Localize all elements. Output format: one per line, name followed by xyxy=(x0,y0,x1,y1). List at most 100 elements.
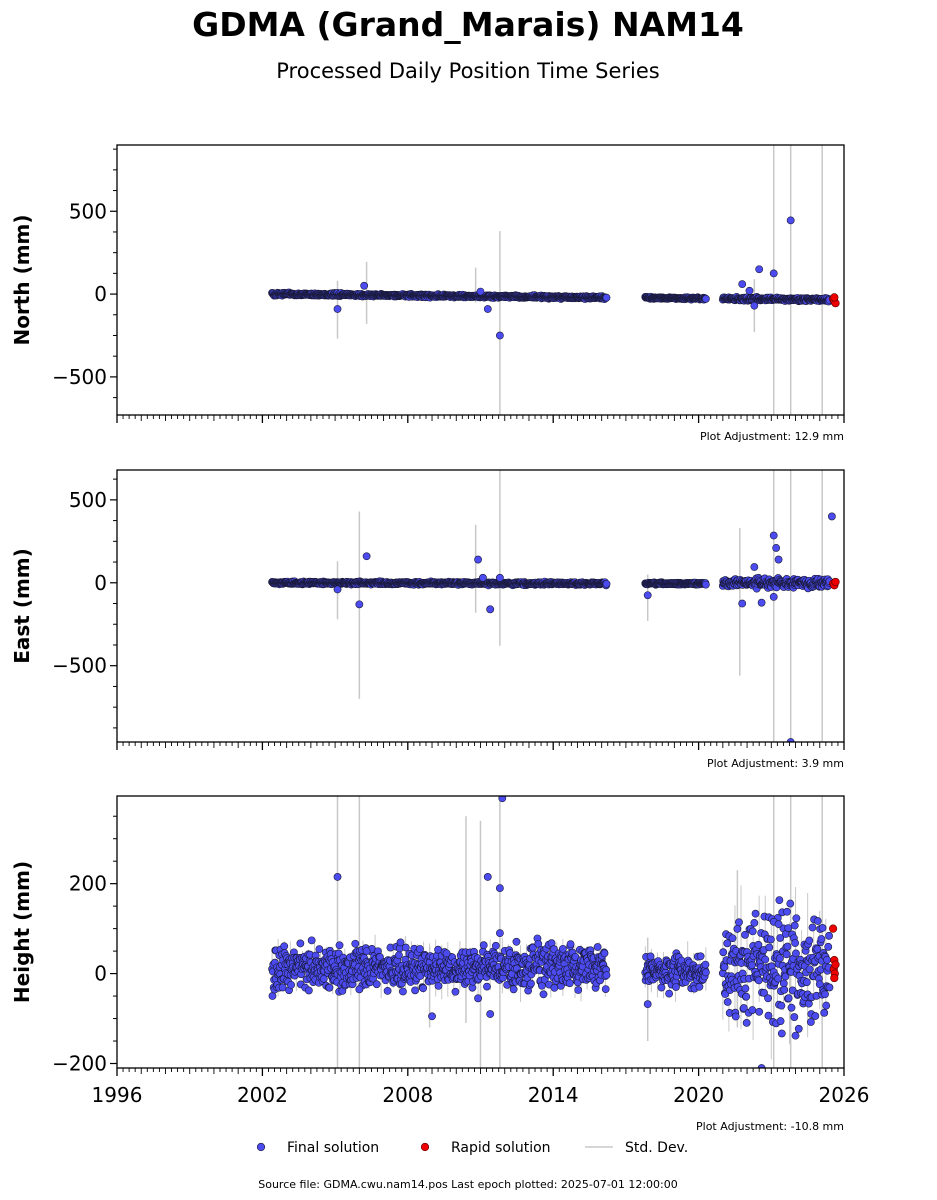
final-point xyxy=(802,978,811,987)
final-point xyxy=(483,982,491,991)
final-point xyxy=(794,1024,803,1033)
x-tick-label: 2020 xyxy=(673,1083,724,1107)
final-point xyxy=(783,907,791,916)
final-point xyxy=(376,953,384,961)
legend-label: Rapid solution xyxy=(451,1140,551,1156)
final-point xyxy=(820,1008,829,1017)
final-point xyxy=(741,984,750,993)
final-point xyxy=(748,927,757,936)
final-point xyxy=(784,924,793,932)
final-point xyxy=(558,944,567,953)
final-point xyxy=(825,983,834,992)
final-point xyxy=(474,555,482,564)
final-point xyxy=(776,1017,785,1025)
final-point xyxy=(696,952,705,961)
final-point xyxy=(755,265,764,274)
final-point xyxy=(362,947,371,956)
final-point xyxy=(792,949,800,958)
rapid-point xyxy=(830,973,839,983)
final-point xyxy=(775,954,784,963)
final-point xyxy=(755,1007,764,1016)
final-point xyxy=(566,940,575,949)
final-point xyxy=(325,983,334,992)
final-point xyxy=(731,1012,740,1021)
final-point xyxy=(495,929,504,938)
chart-subtitle: Processed Daily Position Time Series xyxy=(276,59,660,83)
final-point xyxy=(498,796,507,803)
final-point xyxy=(808,923,817,932)
final-point xyxy=(766,935,775,944)
plot-adjustment-note: Plot Adjustment: 12.9 mm xyxy=(700,430,844,443)
final-point xyxy=(550,983,559,992)
final-point xyxy=(643,1000,652,1009)
final-point xyxy=(748,1006,757,1014)
plot-area xyxy=(268,145,840,415)
final-point xyxy=(278,983,287,992)
plot-area xyxy=(268,796,840,1068)
final-point xyxy=(296,939,305,948)
height-panel: −200 0 200 1996 2002 2008 2014 2020 2026 Height (… xyxy=(10,795,869,1133)
legend: Final solution Rapid solution Std. Dev. xyxy=(256,1140,688,1156)
y-tick-label: 0 xyxy=(94,571,107,595)
final-point xyxy=(742,992,751,1001)
final-point xyxy=(476,287,485,296)
y-tick-label: 500 xyxy=(69,199,107,223)
plot-adjustment-note: Plot Adjustment: 3.9 mm xyxy=(707,757,844,770)
final-point xyxy=(434,981,443,990)
final-point xyxy=(782,950,791,959)
final-point xyxy=(442,949,451,958)
final-point xyxy=(701,294,710,303)
final-point xyxy=(723,939,732,948)
final-point xyxy=(602,293,611,302)
final-point xyxy=(539,990,548,999)
final-point xyxy=(319,974,328,983)
final-point xyxy=(411,986,419,995)
final-point xyxy=(769,531,778,540)
final-point xyxy=(754,976,763,985)
final-point xyxy=(818,924,827,932)
final-point xyxy=(750,918,759,927)
final-point xyxy=(805,936,814,945)
axes-frame xyxy=(116,469,845,743)
final-point xyxy=(806,1018,815,1026)
rapid-point xyxy=(828,924,838,933)
final-point xyxy=(720,963,729,971)
final-point xyxy=(351,939,360,948)
final-point xyxy=(509,985,518,994)
chart-title: GDMA (Grand_Marais) NAM14 xyxy=(192,5,744,44)
final-point xyxy=(483,305,492,313)
final-point xyxy=(783,942,792,951)
final-point xyxy=(750,301,759,310)
final-point xyxy=(416,945,424,953)
final-point xyxy=(483,873,492,881)
final-point xyxy=(774,920,783,929)
legend-entry-rapid: Rapid solution xyxy=(420,1140,551,1156)
legend-marker xyxy=(420,1142,430,1152)
y-tick-label: −500 xyxy=(52,365,107,389)
final-point xyxy=(786,738,795,742)
final-point xyxy=(827,512,836,521)
final-point xyxy=(268,992,277,1000)
final-point xyxy=(428,1012,436,1021)
final-point xyxy=(738,280,747,289)
final-point xyxy=(602,579,611,588)
y-tick-label: −500 xyxy=(52,654,107,678)
final-point xyxy=(643,591,652,600)
final-point xyxy=(769,269,778,278)
final-point xyxy=(495,884,504,893)
final-point xyxy=(419,984,428,993)
legend-entry-stddev: Std. Dev. xyxy=(585,1140,688,1156)
y-tick-label: 500 xyxy=(69,488,107,512)
final-point xyxy=(491,941,500,950)
final-point xyxy=(333,873,342,881)
final-point xyxy=(765,943,774,952)
final-point xyxy=(527,979,535,988)
final-point xyxy=(600,949,609,958)
final-point xyxy=(738,599,747,608)
y-tick-label: 0 xyxy=(94,962,107,986)
x-tick-label: 2026 xyxy=(819,1083,870,1107)
final-point xyxy=(719,948,728,957)
final-point xyxy=(779,979,788,988)
final-point xyxy=(593,943,602,951)
